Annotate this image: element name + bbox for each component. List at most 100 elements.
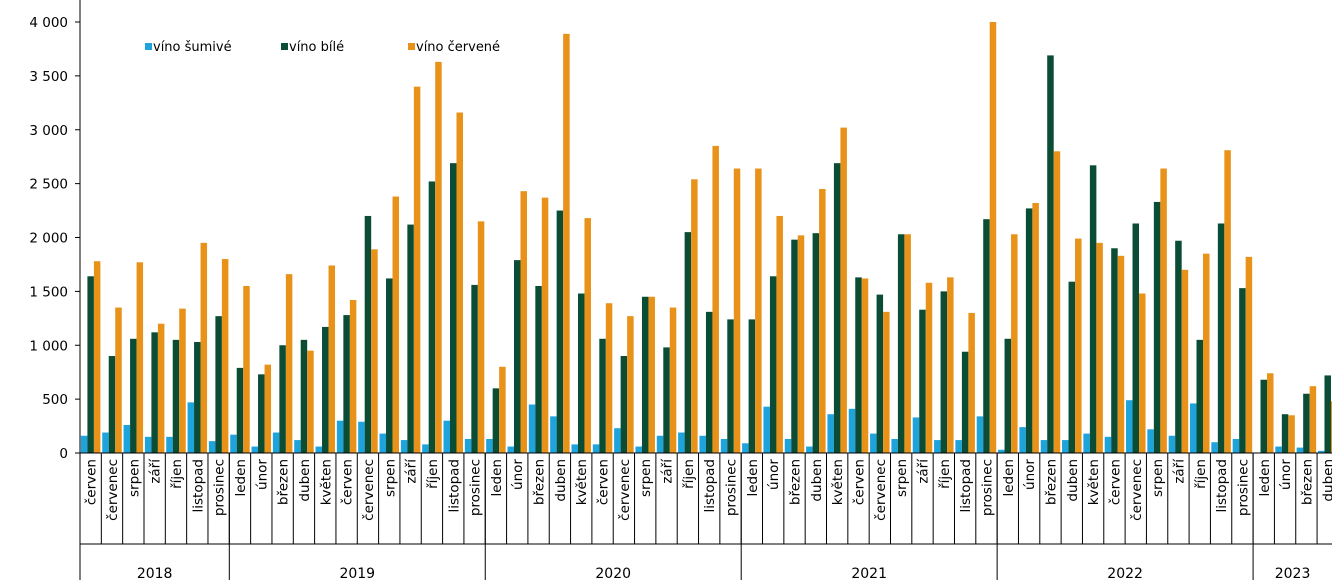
bar-sparkling	[208, 441, 216, 453]
bar-white	[1068, 281, 1076, 453]
bar-red	[776, 215, 783, 453]
bar-red	[328, 265, 336, 453]
x-tick-label: září	[404, 458, 420, 484]
bar-red	[477, 221, 485, 453]
x-tick-label: červenec	[617, 459, 633, 521]
bar-white	[705, 311, 713, 453]
bar-white	[1025, 208, 1033, 453]
bar-sparkling	[891, 438, 898, 453]
bar-sparkling	[699, 435, 706, 453]
bar-white	[343, 315, 350, 453]
bar-white	[1324, 375, 1331, 453]
bar-white	[855, 277, 862, 453]
bar-white	[1089, 165, 1097, 453]
bar-sparkling	[230, 434, 237, 453]
bar-sparkling	[550, 416, 557, 453]
y-tick-label: 500	[42, 392, 68, 408]
legend-item-red: víno červené	[408, 40, 500, 55]
bar-white	[364, 215, 372, 453]
bar-sparkling	[1083, 433, 1090, 453]
bar-sparkling	[678, 432, 685, 453]
bar-white	[236, 367, 244, 453]
x-tick-label: březen	[532, 459, 548, 505]
x-tick-label: červen	[340, 459, 356, 505]
year-groups: 2018 2019 2020 2021 2022 2023	[79, 453, 1332, 582]
bar-red	[1160, 168, 1167, 454]
bar-red	[392, 196, 400, 453]
bar-red	[1075, 238, 1082, 453]
bar-white	[386, 278, 393, 453]
y-ticks: 0 500 1 000 1 500 2 000 2 500 3 000 3 500 4 000	[29, 15, 80, 462]
y-tick-label: 0	[59, 446, 68, 462]
bar-white	[1175, 240, 1182, 453]
bar-white	[577, 293, 585, 453]
bar-red	[541, 197, 549, 453]
bar-white	[1217, 223, 1225, 453]
bar-sparkling	[1147, 429, 1154, 453]
x-tick-label: březen	[788, 459, 804, 505]
x-tick-label: prosinec	[212, 459, 228, 516]
bar-sparkling	[1104, 436, 1112, 453]
bar-white	[279, 345, 286, 453]
bar-sparkling	[464, 438, 472, 453]
bar-white	[513, 260, 521, 453]
bar-red	[221, 259, 229, 453]
bar-red	[733, 168, 741, 454]
x-tick-label: srpen	[126, 459, 142, 497]
bar-sparkling	[1040, 440, 1048, 453]
x-tick-label: září	[1171, 458, 1187, 484]
y-tick-label: 3 000	[29, 123, 68, 139]
bar-sparkling	[1275, 446, 1282, 453]
bar-white	[194, 342, 201, 453]
bar-white	[322, 326, 329, 453]
bar-white	[428, 181, 436, 453]
bar-white	[663, 347, 670, 453]
x-ticks: červen červenec srpen září říjen listopad pros…	[84, 453, 1332, 544]
bar-white	[492, 388, 500, 453]
x-tick-label: prosinec	[724, 459, 740, 516]
x-tick-label: červen	[1107, 459, 1123, 505]
bar-red	[1096, 242, 1103, 453]
bar-white	[833, 163, 841, 453]
x-tick-label: prosinec	[1235, 459, 1251, 516]
bar-red	[1011, 234, 1018, 453]
bar-sparkling	[1296, 447, 1304, 453]
x-tick-label: leden	[489, 459, 505, 497]
bar-red	[136, 262, 144, 453]
legend-item-white: víno bílé	[281, 40, 344, 55]
x-tick-label: duben	[553, 459, 569, 502]
x-tick-label: srpen	[638, 459, 654, 497]
bar-white	[1004, 338, 1012, 453]
bar-sparkling	[934, 440, 941, 453]
bar-red	[819, 189, 826, 453]
x-tick-label: září	[915, 458, 931, 484]
bar-sparkling	[507, 446, 514, 453]
x-tick-label: únor	[510, 459, 526, 490]
bar-red	[563, 33, 570, 453]
x-tick-label: únor	[766, 459, 782, 490]
bar-white	[172, 339, 180, 453]
x-tick-label: květen	[830, 459, 846, 505]
bar-white	[1047, 55, 1054, 454]
bar-sparkling	[123, 424, 131, 454]
x-tick-label: srpen	[894, 459, 910, 497]
bar-sparkling	[251, 446, 259, 453]
bar-sparkling	[1211, 442, 1218, 454]
x-tick-label: leden	[1257, 459, 1273, 497]
x-tick-label: leden	[233, 459, 249, 497]
bar-sparkling	[848, 408, 856, 453]
bar-red	[157, 323, 165, 453]
bar-sparkling	[443, 420, 450, 454]
bar-red	[1181, 269, 1189, 453]
x-tick-label: leden	[745, 459, 761, 497]
bar-sparkling	[1126, 400, 1133, 453]
x-tick-label: duben	[1321, 459, 1332, 502]
bar-sparkling	[80, 435, 88, 453]
bar-sparkling	[998, 449, 1005, 453]
y-tick-label: 2 000	[29, 231, 68, 247]
bar-sparkling	[422, 444, 429, 453]
bar-red	[797, 235, 805, 453]
bar-sparkling	[784, 438, 792, 453]
bar-red	[861, 278, 869, 453]
